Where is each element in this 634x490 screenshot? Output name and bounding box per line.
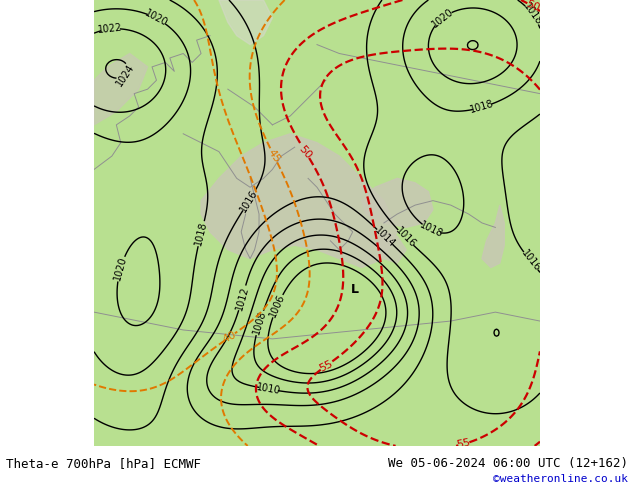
- Text: 1024: 1024: [114, 62, 136, 88]
- Text: 1018: 1018: [193, 220, 209, 247]
- Text: 1020: 1020: [143, 8, 170, 29]
- Polygon shape: [219, 0, 273, 45]
- Text: 1014: 1014: [373, 225, 397, 249]
- Polygon shape: [361, 178, 433, 227]
- Text: 1016: 1016: [238, 188, 260, 214]
- Text: 1012: 1012: [234, 285, 250, 311]
- Text: We 05-06-2024 06:00 UTC (12+162): We 05-06-2024 06:00 UTC (12+162): [387, 457, 628, 469]
- Polygon shape: [482, 205, 504, 268]
- Text: 1020: 1020: [430, 6, 456, 29]
- Text: ©weatheronline.co.uk: ©weatheronline.co.uk: [493, 474, 628, 484]
- Text: 40: 40: [221, 329, 238, 344]
- Polygon shape: [201, 134, 398, 268]
- Text: 45: 45: [266, 147, 282, 165]
- Polygon shape: [375, 232, 406, 263]
- Text: 1016: 1016: [394, 225, 418, 250]
- Text: 1006: 1006: [268, 293, 287, 319]
- Text: L: L: [351, 283, 359, 296]
- Text: 55: 55: [456, 438, 472, 450]
- Text: 1018: 1018: [418, 220, 444, 240]
- Text: 1020: 1020: [112, 255, 129, 282]
- Text: 50: 50: [524, 0, 541, 14]
- Text: 1018: 1018: [521, 1, 544, 27]
- Text: 1010: 1010: [256, 382, 281, 396]
- Polygon shape: [94, 53, 148, 125]
- Text: 1016: 1016: [519, 248, 542, 273]
- Text: Theta-e 700hPa [hPa] ECMWF: Theta-e 700hPa [hPa] ECMWF: [6, 457, 202, 469]
- Text: 1018: 1018: [469, 99, 496, 115]
- Text: 50: 50: [297, 143, 314, 160]
- Text: 55: 55: [317, 359, 334, 374]
- Text: 1008: 1008: [251, 310, 268, 336]
- Text: 1022: 1022: [98, 23, 123, 35]
